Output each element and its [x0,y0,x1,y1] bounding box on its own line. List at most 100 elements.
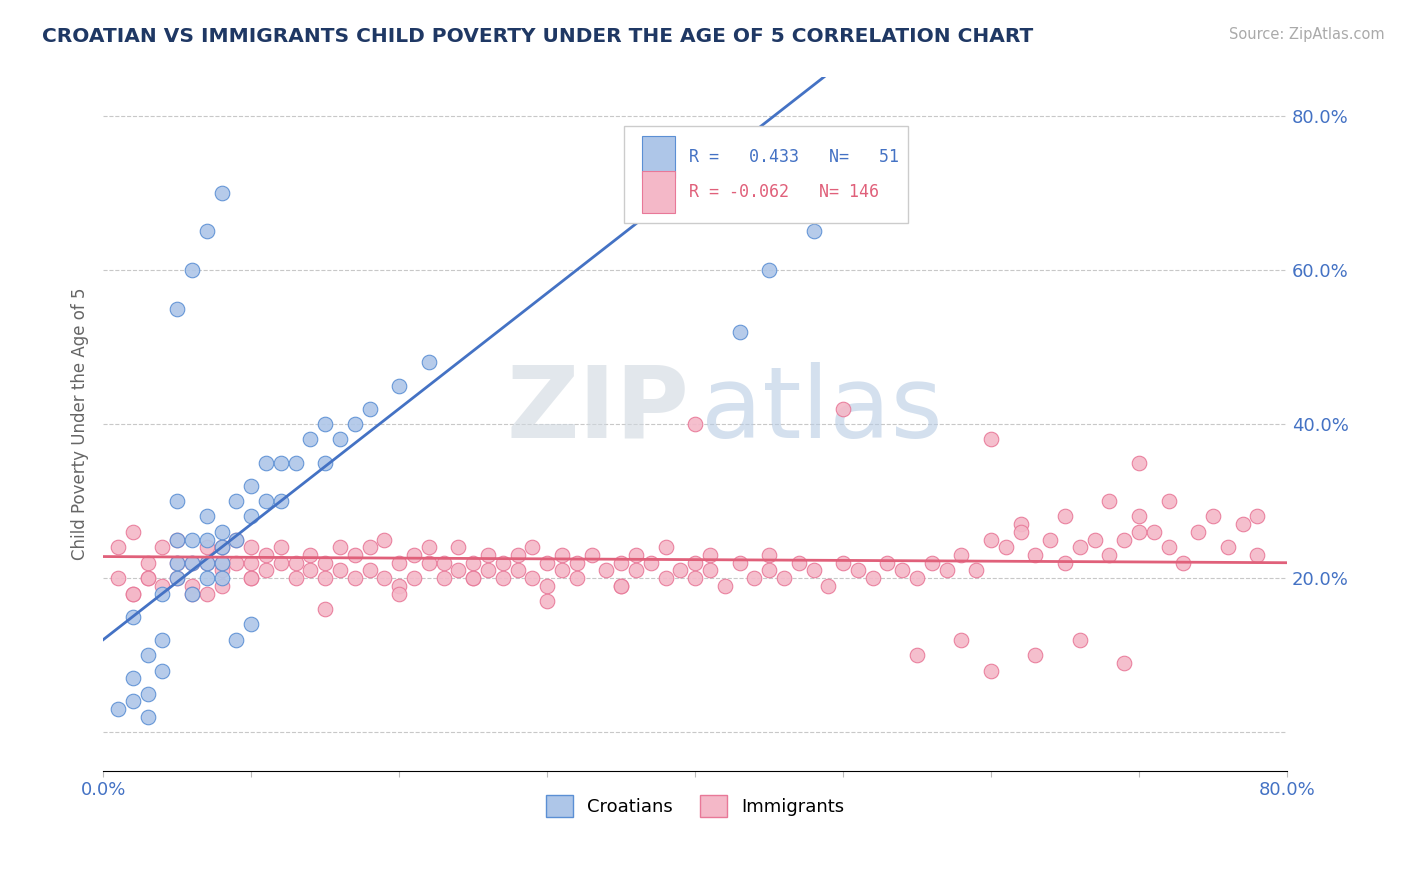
Point [595,563,617,577]
Point [1114,656,1136,670]
Point [1128,509,1150,524]
Point [1246,548,1268,562]
Point [359,541,381,555]
Point [758,548,780,562]
Point [551,563,574,577]
Point [181,533,204,547]
Text: Source: ZipAtlas.com: Source: ZipAtlas.com [1229,27,1385,42]
Point [921,556,943,570]
Point [1039,533,1062,547]
Point [211,541,233,555]
Point [343,548,366,562]
Point [1246,509,1268,524]
Point [314,602,336,616]
Point [121,609,143,624]
Point [1010,524,1032,539]
Point [1157,494,1180,508]
Point [211,524,233,539]
Point [432,556,454,570]
Point [388,556,411,570]
Point [211,563,233,577]
Point [1098,494,1121,508]
Point [1069,632,1091,647]
Point [1054,509,1077,524]
Point [254,494,277,508]
Point [329,563,352,577]
Point [1054,556,1077,570]
Point [980,533,1002,547]
Point [994,541,1017,555]
Point [803,225,825,239]
Point [418,541,440,555]
Point [536,556,558,570]
Point [1128,456,1150,470]
Point [1157,541,1180,555]
Point [254,548,277,562]
Point [136,710,159,724]
Point [536,594,558,608]
Point [284,456,307,470]
Point [240,556,263,570]
Point [150,586,173,600]
Point [270,556,292,570]
Point [522,571,544,585]
Point [166,533,188,547]
Point [669,563,692,577]
Point [1173,556,1195,570]
Text: R =   0.433   N=   51: R = 0.433 N= 51 [689,148,900,166]
Point [136,687,159,701]
Point [1143,524,1166,539]
Point [935,563,957,577]
Point [240,571,263,585]
Point [211,186,233,200]
Point [195,533,218,547]
Point [388,378,411,392]
Point [107,702,129,716]
Point [551,548,574,562]
Point [299,563,322,577]
Point [121,671,143,685]
Point [980,433,1002,447]
Text: atlas: atlas [702,361,942,458]
Point [728,556,751,570]
Point [402,571,425,585]
Point [314,417,336,431]
Point [461,571,484,585]
Point [803,563,825,577]
Point [211,556,233,570]
Point [683,556,706,570]
Point [225,632,247,647]
Y-axis label: Child Poverty Under the Age of 5: Child Poverty Under the Age of 5 [72,288,89,560]
Text: R = -0.062   N= 146: R = -0.062 N= 146 [689,183,879,201]
Point [950,548,973,562]
Point [136,571,159,585]
Point [314,556,336,570]
Point [150,579,173,593]
Point [1202,509,1225,524]
Point [461,556,484,570]
Point [225,533,247,547]
Point [107,571,129,585]
Point [388,579,411,593]
Point [388,586,411,600]
Point [640,556,662,570]
Point [1024,548,1046,562]
Point [166,556,188,570]
Point [121,694,143,708]
Point [181,586,204,600]
Point [447,541,470,555]
Point [1232,517,1254,532]
Point [136,648,159,662]
Point [565,556,588,570]
Point [610,579,633,593]
Point [359,563,381,577]
Bar [624,126,908,223]
Point [506,563,529,577]
Legend: Croatians, Immigrants: Croatians, Immigrants [538,788,852,824]
Point [846,563,869,577]
Point [876,556,898,570]
Point [1128,524,1150,539]
Point [121,586,143,600]
Point [299,548,322,562]
Point [1069,541,1091,555]
